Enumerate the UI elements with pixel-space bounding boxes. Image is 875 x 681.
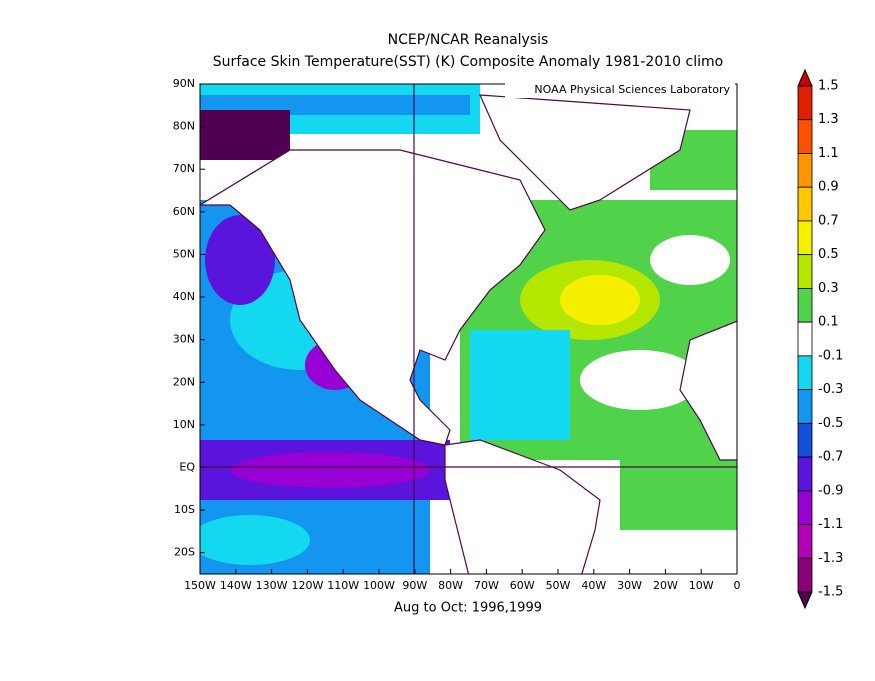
x-tick-label: 70W	[474, 579, 499, 592]
colorbar-box	[797, 287, 813, 323]
colorbar-label: -0.1	[818, 348, 843, 363]
x-tick-label: 80W	[438, 579, 463, 592]
y-tick-label: 70N	[173, 162, 195, 175]
title: NCEP/NCAR Reanalysis	[388, 32, 549, 48]
colorbar-box	[797, 186, 813, 222]
colorbar-label: 1.3	[818, 112, 839, 127]
x-tick-label: 120W	[291, 579, 323, 592]
x-tick-label: 20W	[653, 579, 678, 592]
footer: Aug to Oct: 1996,1999	[394, 601, 542, 616]
colorbar-box	[797, 389, 813, 424]
colorbar-box	[797, 321, 813, 357]
subtitle: Surface Skin Temperature(SST) (K) Compos…	[213, 54, 723, 70]
x-tick-label: 60W	[510, 579, 535, 592]
colorbar-label: -1.5	[818, 585, 843, 600]
colorbar-label: 0.3	[818, 281, 839, 296]
colorbar-box	[797, 557, 813, 593]
x-tick-label: 110W	[327, 579, 359, 592]
colorbar-label: -0.5	[818, 416, 843, 431]
y-tick-label: 30N	[173, 333, 195, 346]
y-tick-label: 20N	[173, 375, 195, 388]
x-tick-label: 100W	[363, 579, 395, 592]
colorbar-label: -1.3	[818, 551, 843, 566]
colorbar-label: 1.5	[818, 79, 839, 94]
colorbar-arrow	[797, 591, 813, 610]
x-tick-label: 90W	[402, 579, 427, 592]
colorbar-label: 0.7	[818, 213, 839, 228]
colorbar-label: -1.1	[818, 517, 843, 532]
colorbar-label: -0.9	[818, 483, 843, 498]
colorbar-arrow	[797, 68, 813, 87]
y-tick-label: EQ	[179, 460, 195, 473]
colorbar-box	[797, 153, 813, 188]
colorbar-label: 1.1	[818, 146, 839, 161]
y-tick-label: 50N	[173, 247, 195, 260]
colorbar-box	[797, 220, 813, 256]
colorbar-box	[797, 355, 813, 391]
colorbar-label: -0.7	[818, 450, 843, 465]
y-tick-label: 40N	[173, 290, 195, 303]
credit-box	[505, 80, 735, 98]
y-tick-label: 90N	[173, 77, 195, 90]
x-tick-label: 150W	[184, 579, 216, 592]
axes: 150W 140W 130W 120W 110W 100W 90W 80W 70W 60W 50W 4…	[173, 77, 741, 592]
x-tick-label: 30W	[617, 579, 642, 592]
y-tick-label: 20S	[174, 546, 195, 559]
x-tick-label: 50W	[546, 579, 571, 592]
x-tick-label: 140W	[220, 579, 252, 592]
y-tick-label: 60N	[173, 205, 195, 218]
colorbar: 1.5 1.3 1.1 0.9 0.7 0.5 0.3 0.1 -0.1 -0.3 -0.5 -0.7…	[797, 68, 843, 610]
colorbar-label: -0.3	[818, 382, 843, 397]
field	[200, 84, 737, 574]
x-tick-label: 40W	[581, 579, 606, 592]
y-tick-label: 80N	[173, 120, 195, 133]
colorbar-box	[797, 524, 813, 559]
colorbar-box	[797, 254, 813, 289]
colorbar-box	[797, 490, 813, 525]
colorbar-label: 0.1	[818, 315, 839, 330]
colorbar-box	[797, 456, 813, 492]
credit: NOAA Physical Sciences Laboratory	[534, 83, 730, 96]
colorbar-label: 0.9	[818, 180, 839, 195]
colorbar-box	[797, 422, 813, 458]
colorbar-label: 0.5	[818, 247, 839, 262]
colorbar-box	[797, 85, 813, 121]
x-tick-label: 130W	[256, 579, 288, 592]
colorbar-box	[797, 119, 813, 154]
x-tick-label: 0	[734, 579, 741, 592]
y-tick-label: 10S	[174, 503, 195, 516]
x-tick-label: 10W	[689, 579, 714, 592]
y-tick-label: 10N	[173, 418, 195, 431]
